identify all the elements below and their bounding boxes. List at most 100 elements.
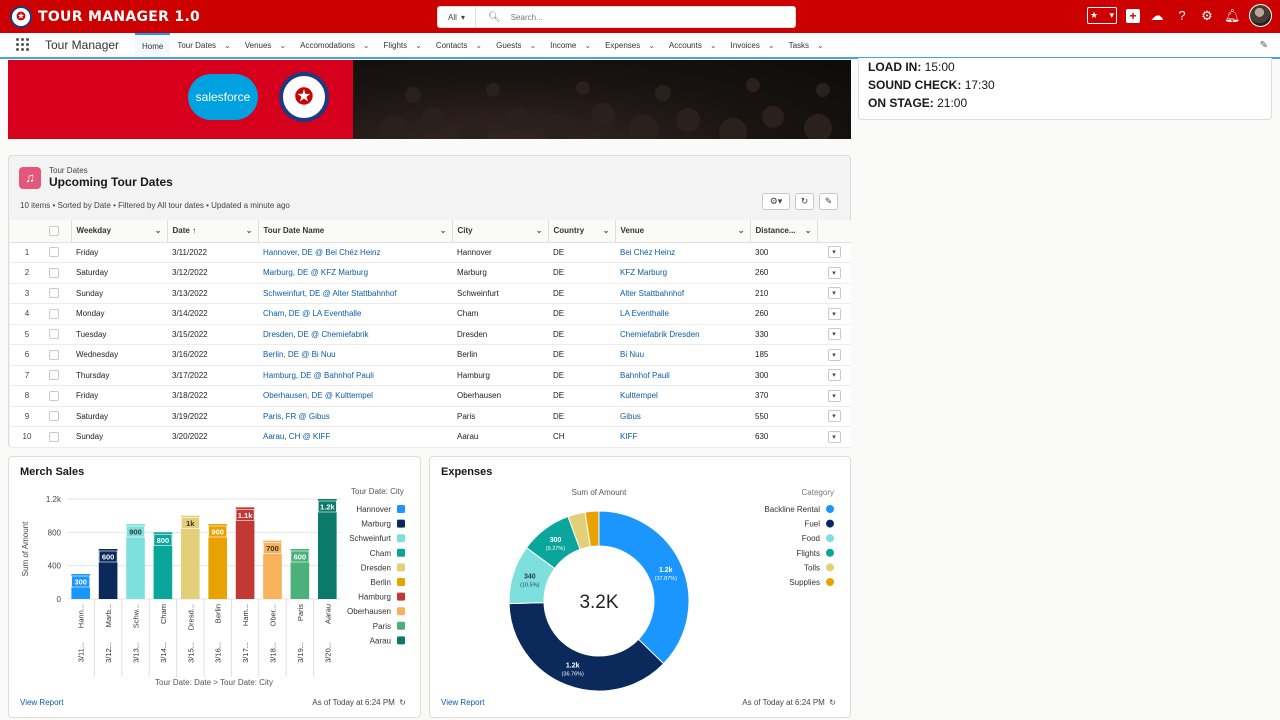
chevron-down-icon[interactable]: ⌄ [245,226,253,236]
chevron-down-icon[interactable]: ⌄ [154,226,162,236]
trailhead-icon[interactable]: ☁ [1150,7,1164,23]
venue-link[interactable]: Kulttempel [620,391,658,401]
column-header-tour-date-name[interactable]: Tour Date Name ⌄ [258,220,453,243]
row-actions-chevron-icon[interactable]: ▾ [827,307,841,320]
edit-list-button[interactable]: ✎ [819,193,838,210]
column-header-distance[interactable]: Distance... ⌄ [750,220,818,243]
row-actions-chevron-icon[interactable]: ▾ [827,348,841,361]
row-checkbox[interactable] [49,411,59,422]
bell-icon[interactable]: 🔔︎ [1224,7,1241,23]
chevron-down-icon[interactable]: ⌄ [279,40,287,50]
nav-tab-tour-dates[interactable]: Tour Dates ⌄ [170,33,237,57]
tour-date-name-link[interactable]: Berlin, DE @ Bi Nuu [263,350,336,360]
row-checkbox[interactable] [49,247,59,258]
row-checkbox[interactable] [49,431,59,442]
column-header-venue[interactable]: Venue ⌄ [615,220,751,243]
chevron-down-icon[interactable]: ⌄ [415,40,422,50]
venue-link[interactable]: Gibus [620,411,641,421]
tour-date-name-link[interactable]: Dresden, DE @ Chemiefabrik [263,329,369,339]
tour-date-name-link[interactable]: Schweinfurt, DE @ Alter Stattbahnhof [263,288,397,298]
row-checkbox[interactable] [49,390,59,401]
venue-link[interactable]: Alter Stattbahnhof [620,288,685,298]
tour-date-name-link[interactable]: Marburg, DE @ KFZ Marburg [263,268,369,278]
chevron-down-icon[interactable]: ⌄ [602,226,610,236]
tour-date-name-link[interactable]: Aarau, CH @ KIFF [263,432,331,442]
nav-tab-tasks[interactable]: Tasks ⌄ [782,33,831,57]
chevron-down-icon[interactable]: ⌄ [362,40,370,50]
chevron-down-icon[interactable]: ⌄ [475,40,483,50]
tour-date-name-cell: Marburg, DE @ KFZ Marburg [258,262,452,284]
nav-tab-contacts[interactable]: Contacts ⌄ [429,33,489,57]
chevron-down-icon[interactable]: ⌄ [535,226,543,236]
chevron-down-icon[interactable]: ⌄ [529,40,537,50]
search-input[interactable]: Search... [510,12,543,22]
refresh-button[interactable]: ↻ [795,193,814,210]
nav-tab-flights[interactable]: Flights ⌄ [377,33,429,57]
edit-nav-pencil-icon[interactable]: ✎ [1259,40,1268,51]
chevron-down-icon[interactable]: ⌄ [804,226,812,236]
venue-link[interactable]: KIFF [620,432,638,442]
venue-link[interactable]: Bi Nuu [620,350,645,360]
avatar[interactable] [1249,4,1272,27]
row-actions-chevron-icon[interactable]: ▾ [827,369,841,382]
chevron-down-icon[interactable]: ⌄ [737,226,745,236]
venue-link[interactable]: Bahnhof Pauli [620,370,670,380]
row-checkbox[interactable] [49,370,59,381]
nav-tab-guests[interactable]: Guests ⌄ [489,33,543,57]
search-scope-select[interactable]: All ▾ [438,7,476,27]
row-checkbox[interactable] [49,329,59,340]
nav-tab-expenses[interactable]: Expenses ⌄ [598,33,662,57]
tour-date-name-link[interactable]: Paris, FR @ Gibus [263,411,330,421]
app-launcher-icon[interactable] [16,38,30,52]
row-actions-chevron-icon[interactable]: ▾ [827,389,841,402]
venue-link[interactable]: LA Eventhalle [620,309,669,319]
row-actions-chevron-icon[interactable]: ▾ [827,430,841,443]
row-actions-chevron-icon[interactable]: ▾ [827,410,841,423]
row-actions-chevron-icon[interactable]: ▾ [827,287,841,300]
app-logo[interactable]: ✪ TOUR MANAGER 1.0 [10,5,200,28]
gear-icon[interactable]: ⚙ [1201,7,1213,23]
chevron-down-icon[interactable]: ⌄ [439,226,447,236]
row-actions-chevron-icon[interactable]: ▾ [827,246,841,259]
nav-tab-venues[interactable]: Venues ⌄ [238,33,293,57]
nav-tab-invoices[interactable]: Invoices ⌄ [724,33,782,57]
refresh-icon[interactable]: ↻ [399,698,406,707]
nav-tab-accounts[interactable]: Accounts ⌄ [662,33,724,57]
row-checkbox[interactable] [49,308,59,319]
venue-link[interactable]: Bei Chéz Heinz [620,247,676,257]
tour-date-name-link[interactable]: Cham, DE @ LA Eventhalle [263,309,362,319]
venue-link[interactable]: KFZ Marburg [620,268,668,278]
row-checkbox[interactable] [49,267,59,278]
list-view-title[interactable]: Upcoming Tour Dates [49,175,173,189]
chevron-down-icon[interactable]: ⌄ [817,40,824,50]
row-actions-chevron-icon[interactable]: ▾ [827,328,841,341]
nav-tab-home[interactable]: Home [135,33,171,57]
chevron-down-icon[interactable]: ⌄ [648,40,655,50]
row-checkbox[interactable] [49,349,59,360]
view-report-link[interactable]: View Report [441,698,485,707]
chevron-down-icon[interactable]: ⌄ [709,40,717,50]
chevron-down-icon[interactable]: ⌄ [584,40,592,50]
nav-tab-income[interactable]: Income ⌄ [543,33,598,57]
favorites-button[interactable]: ★ ▾ [1087,7,1117,24]
date-cell: 3/12/2022 [167,262,258,284]
column-header-city[interactable]: City ⌄ [452,220,549,243]
tour-date-name-link[interactable]: Hamburg, DE @ Bahnhof Pauli [263,370,374,380]
nav-tab-accomodations[interactable]: Accomodations ⌄ [293,33,376,57]
tour-date-name-link[interactable]: Oberhausen, DE @ Kulttempel [263,391,373,401]
chevron-down-icon[interactable]: ⌄ [767,40,775,50]
view-report-link[interactable]: View Report [20,698,64,707]
row-actions-chevron-icon[interactable]: ▾ [827,266,841,279]
refresh-icon[interactable]: ↻ [829,698,836,707]
global-actions-add-icon[interactable]: + [1126,8,1140,23]
help-icon[interactable]: ? [1178,8,1186,23]
list-settings-button[interactable]: ⚙▾ [762,193,790,210]
venue-link[interactable]: Chemiefabrik Dresden [620,329,700,339]
select-all-checkbox[interactable] [49,225,59,236]
column-header-date[interactable]: Date ↑ ⌄ [167,220,259,243]
tour-date-name-link[interactable]: Hannover, DE @ Bei Chéz Heinz [263,247,381,257]
chevron-down-icon[interactable]: ⌄ [224,40,231,50]
column-header-country[interactable]: Country ⌄ [548,220,616,243]
column-header-weekday[interactable]: Weekday ⌄ [71,220,168,243]
row-checkbox[interactable] [49,288,59,299]
